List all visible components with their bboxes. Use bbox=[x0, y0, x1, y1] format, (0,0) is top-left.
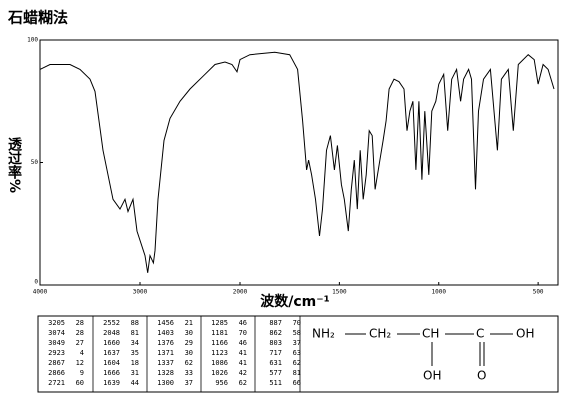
peak-wavenumber: 1026 bbox=[211, 369, 228, 377]
peak-transmittance: 35 bbox=[131, 349, 139, 357]
peak-wavenumber: 3074 bbox=[48, 329, 65, 337]
peak-wavenumber: 1376 bbox=[157, 339, 174, 347]
peak-transmittance: 44 bbox=[131, 379, 139, 387]
y-tick-label: 50 bbox=[31, 159, 39, 166]
peak-transmittance: 60 bbox=[76, 379, 84, 387]
peak-wavenumber: 2048 bbox=[103, 329, 120, 337]
peak-transmittance: 46 bbox=[239, 339, 247, 347]
peak-transmittance: 62 bbox=[239, 379, 247, 387]
peak-transmittance: 31 bbox=[131, 369, 139, 377]
peak-transmittance: 70 bbox=[239, 329, 247, 337]
peak-transmittance: 42 bbox=[239, 369, 247, 377]
peak-wavenumber: 956 bbox=[215, 379, 228, 387]
peak-transmittance: 30 bbox=[185, 329, 193, 337]
y-tick-label: 100 bbox=[27, 37, 38, 44]
peak-transmittance: 29 bbox=[185, 339, 193, 347]
atom: OH bbox=[423, 369, 441, 383]
y-axis-label: 透过率% bbox=[6, 137, 22, 193]
peak-wavenumber: 1403 bbox=[157, 329, 174, 337]
peak-transmittance: 81 bbox=[293, 369, 301, 377]
peak-wavenumber: 1285 bbox=[211, 319, 228, 327]
peak-transmittance: 46 bbox=[239, 319, 247, 327]
peak-wavenumber: 2923 bbox=[48, 349, 65, 357]
peak-transmittance: 18 bbox=[131, 359, 139, 367]
peak-transmittance: 66 bbox=[293, 379, 301, 387]
x-tick-label: 4000 bbox=[33, 289, 48, 296]
atom: CH bbox=[422, 327, 439, 341]
peak-transmittance: 33 bbox=[185, 369, 193, 377]
plot-frame bbox=[39, 39, 559, 286]
peak-transmittance: 62 bbox=[185, 359, 193, 367]
peak-transmittance: 37 bbox=[293, 339, 301, 347]
peak-transmittance: 12 bbox=[76, 359, 84, 367]
peak-wavenumber: 1166 bbox=[211, 339, 228, 347]
peak-wavenumber: 3205 bbox=[48, 319, 65, 327]
atom: CH₂ bbox=[369, 327, 391, 341]
peak-wavenumber: 1181 bbox=[211, 329, 228, 337]
peak-transmittance: 28 bbox=[76, 329, 84, 337]
x-tick-label: 500 bbox=[533, 289, 544, 296]
peak-wavenumber: 1086 bbox=[211, 359, 228, 367]
x-tick-label: 2000 bbox=[233, 289, 248, 296]
peak-transmittance: 63 bbox=[293, 349, 301, 357]
spectrum-line bbox=[39, 51, 555, 273]
peak-wavenumber: 803 bbox=[269, 339, 282, 347]
peak-wavenumber: 1456 bbox=[157, 319, 174, 327]
x-axis-label: 波数/cm⁻¹ bbox=[260, 293, 330, 310]
peak-wavenumber: 2552 bbox=[103, 319, 120, 327]
atom: C bbox=[476, 327, 484, 341]
chart-title: 石蜡糊法 bbox=[7, 9, 68, 27]
x-tick-label: 1000 bbox=[432, 289, 447, 296]
peak-transmittance: 37 bbox=[185, 379, 193, 387]
x-tick-label: 3000 bbox=[133, 289, 148, 296]
peak-transmittance: 70 bbox=[293, 319, 301, 327]
peak-transmittance: 88 bbox=[131, 319, 139, 327]
table-dividers bbox=[92, 316, 301, 392]
table-frame bbox=[37, 315, 559, 393]
peak-wavenumber: 1666 bbox=[103, 369, 120, 377]
atom: O bbox=[477, 369, 486, 383]
peak-wavenumber: 1604 bbox=[103, 359, 120, 367]
peak-transmittance: 62 bbox=[293, 359, 301, 367]
peak-transmittance: 21 bbox=[185, 319, 193, 327]
peak-wavenumber: 1660 bbox=[103, 339, 120, 347]
peak-transmittance: 4 bbox=[80, 349, 84, 357]
peak-wavenumber: 862 bbox=[269, 329, 282, 337]
peak-wavenumber: 3049 bbox=[48, 339, 65, 347]
atom: NH₂ bbox=[312, 327, 335, 341]
peak-transmittance: 34 bbox=[131, 339, 139, 347]
x-tick-label: 1500 bbox=[332, 289, 347, 296]
y-tick-label: 0 bbox=[34, 279, 38, 286]
peak-transmittance: 30 bbox=[185, 349, 193, 357]
peak-wavenumber: 631 bbox=[269, 359, 282, 367]
peak-transmittance: 81 bbox=[131, 329, 139, 337]
peak-transmittance: 27 bbox=[76, 339, 84, 347]
peak-transmittance: 41 bbox=[239, 359, 247, 367]
peak-transmittance: 28 bbox=[76, 319, 84, 327]
peak-transmittance: 9 bbox=[80, 369, 84, 377]
peak-wavenumber: 1639 bbox=[103, 379, 120, 387]
peak-wavenumber: 1637 bbox=[103, 349, 120, 357]
peak-wavenumber: 1300 bbox=[157, 379, 174, 387]
peak-wavenumber: 2721 bbox=[48, 379, 65, 387]
peak-wavenumber: 2866 bbox=[48, 369, 65, 377]
peak-wavenumber: 577 bbox=[269, 369, 282, 377]
peak-wavenumber: 1328 bbox=[157, 369, 174, 377]
structure-bonds bbox=[345, 333, 513, 366]
peak-wavenumber: 1123 bbox=[211, 349, 228, 357]
peak-wavenumber: 511 bbox=[269, 379, 282, 387]
peak-wavenumber: 2867 bbox=[48, 359, 65, 367]
peak-transmittance: 41 bbox=[239, 349, 247, 357]
peak-wavenumber: 1337 bbox=[157, 359, 174, 367]
peak-wavenumber: 717 bbox=[269, 349, 282, 357]
peak-transmittance: 58 bbox=[293, 329, 301, 337]
peak-wavenumber: 1371 bbox=[157, 349, 174, 357]
atom: OH bbox=[516, 327, 534, 341]
peak-wavenumber: 887 bbox=[269, 319, 282, 327]
